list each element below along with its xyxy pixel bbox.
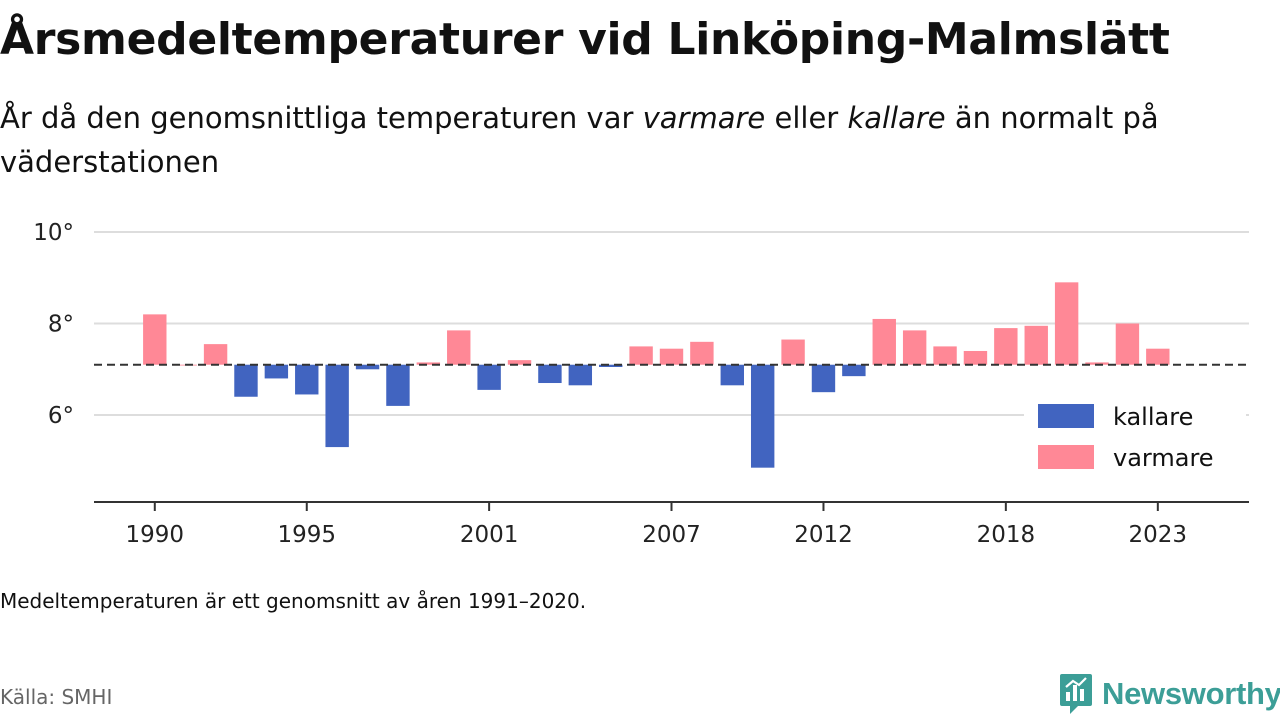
- bar-2023: [1146, 348, 1170, 365]
- legend: kallare varmare: [1024, 392, 1246, 484]
- bars: [143, 282, 1170, 468]
- bar-2018: [994, 328, 1018, 365]
- bar-1999: [416, 362, 441, 365]
- bar-2001: [477, 364, 501, 390]
- bar-2009: [720, 364, 744, 386]
- x-tick-label-2023: 2023: [1129, 522, 1188, 548]
- subtitle-text-3: än normalt på väderstationen: [0, 101, 1159, 179]
- x-tick-label-2018: 2018: [977, 522, 1036, 548]
- bar-2007: [659, 348, 684, 365]
- bar-2002: [507, 360, 532, 365]
- bar-1992: [203, 344, 228, 365]
- source-credit: Källa: SMHI: [0, 685, 113, 709]
- bar-2020: [1054, 282, 1079, 365]
- subtitle-emphasis-kallare: kallare: [847, 101, 946, 135]
- y-tick-label-6: 6°: [48, 403, 74, 429]
- bar-1990: [143, 314, 167, 365]
- bar-2008: [690, 341, 714, 365]
- bar-1993: [234, 364, 258, 397]
- bar-2014: [872, 318, 896, 365]
- x-tick-label-2001: 2001: [460, 522, 519, 548]
- newsworthy-brand: Newsworthy: [1058, 672, 1280, 716]
- legend-label-kallare: kallare: [1113, 403, 1193, 431]
- chart-subtitle: År då den genomsnittliga temperaturen va…: [0, 96, 1260, 184]
- bar-2019: [1024, 325, 1048, 365]
- footnote: Medeltemperaturen är ett genomsnitt av å…: [0, 589, 587, 613]
- bar-2017: [963, 350, 988, 365]
- bar-2022: [1115, 323, 1140, 365]
- legend-swatch-kallare: [1038, 404, 1094, 428]
- bar-1998: [386, 364, 410, 406]
- bar-chart: 6° 8° 10° 1990 1995 2001 2007 2012 2018 2023 kall…: [33, 220, 1249, 548]
- y-tick-label-10: 10°: [33, 220, 74, 246]
- bar-2012: [811, 364, 836, 393]
- chart-title: Årsmedeltemperaturer vid Linköping-Malms…: [0, 14, 1170, 65]
- bar-2003: [538, 364, 562, 384]
- bar-2011: [781, 339, 805, 365]
- subtitle-emphasis-varmare: varmare: [642, 101, 766, 135]
- x-tick-label-2012: 2012: [794, 522, 853, 548]
- bar-1995: [295, 364, 319, 395]
- axes: 6° 8° 10° 1990 1995 2001 2007 2012 2018 2023: [33, 220, 1249, 548]
- bar-2021: [1085, 362, 1109, 365]
- brand-name: Newsworthy: [1102, 676, 1280, 711]
- y-tick-label-8: 8°: [48, 312, 74, 338]
- bar-2010: [750, 364, 775, 468]
- legend-swatch-varmare: [1038, 445, 1094, 469]
- bar-2005: [599, 364, 623, 367]
- x-tick-label-1990: 1990: [126, 522, 185, 548]
- bar-1997: [355, 364, 380, 370]
- x-tick-label-1995: 1995: [277, 522, 336, 548]
- bar-2000: [447, 330, 471, 365]
- bar-2016: [933, 346, 957, 365]
- x-tick-label-2007: 2007: [642, 522, 701, 548]
- bar-1996: [325, 364, 349, 448]
- bar-2004: [568, 364, 593, 386]
- legend-label-varmare: varmare: [1113, 444, 1214, 472]
- subtitle-text-2: eller: [765, 101, 848, 135]
- bar-2006: [629, 346, 653, 365]
- bar-2015: [902, 330, 927, 365]
- newsworthy-logo-icon: [1060, 674, 1092, 714]
- subtitle-text-1: År då den genomsnittliga temperaturen va…: [0, 101, 643, 135]
- bar-1994: [264, 364, 289, 379]
- bar-2013: [842, 364, 866, 377]
